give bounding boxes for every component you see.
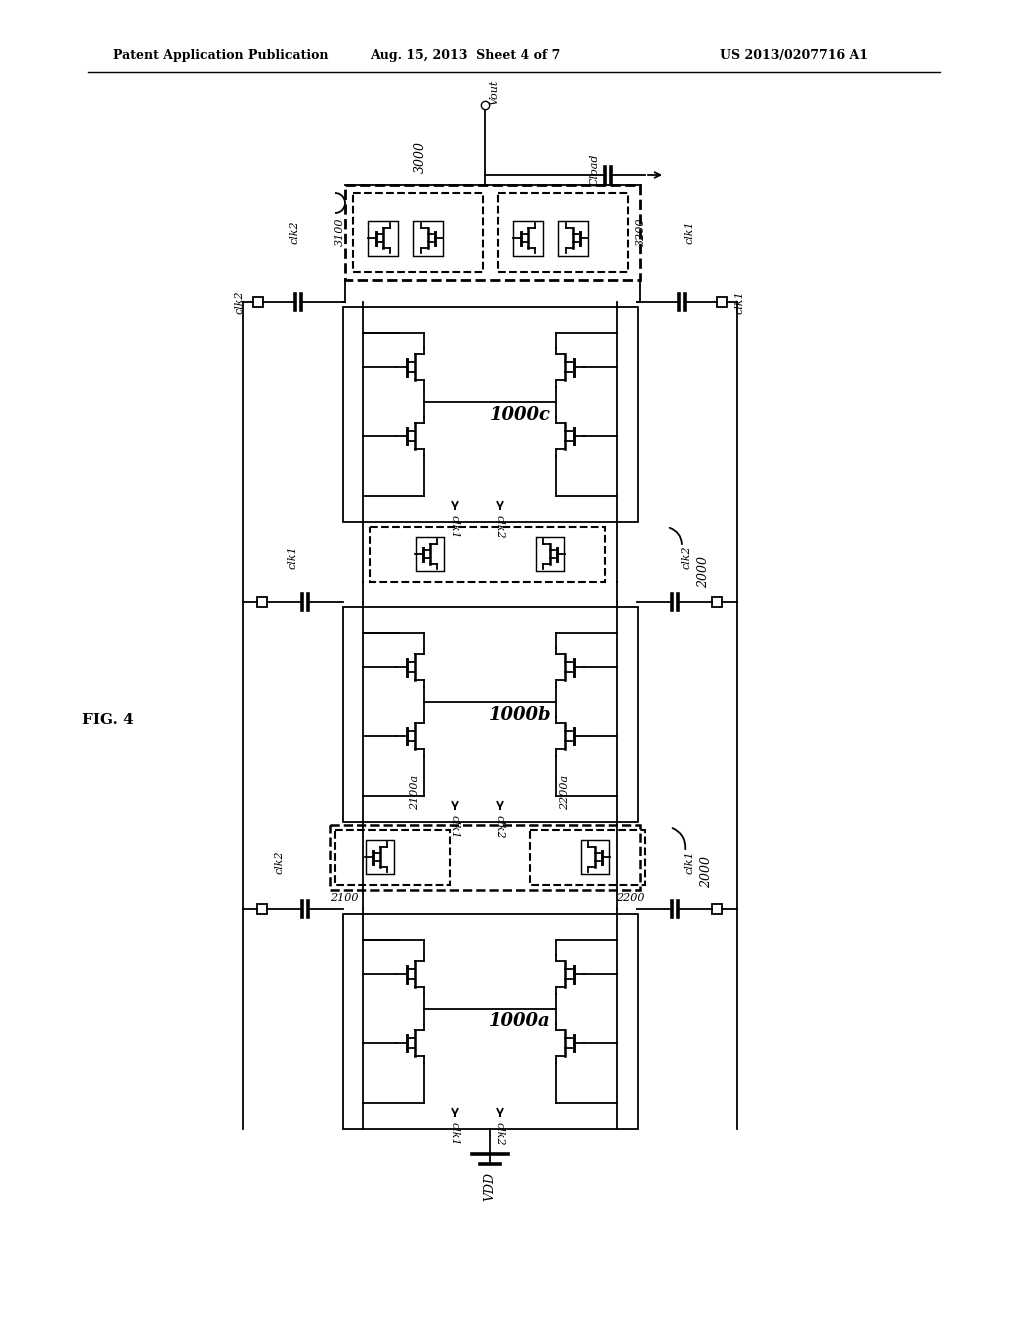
Text: Aug. 15, 2013  Sheet 4 of 7: Aug. 15, 2013 Sheet 4 of 7 <box>370 49 560 62</box>
Text: clk2: clk2 <box>234 290 245 314</box>
Bar <box>345 185 640 280</box>
Text: 1000b: 1000b <box>488 705 551 723</box>
Text: clk1: clk1 <box>685 850 695 874</box>
Text: Cload: Cload <box>590 153 600 186</box>
Text: 2000: 2000 <box>697 556 710 587</box>
Text: 2000: 2000 <box>700 855 713 888</box>
Bar <box>370 527 605 582</box>
Text: VDD: VDD <box>483 1172 497 1201</box>
Bar <box>712 904 722 913</box>
Text: clk1: clk1 <box>450 814 460 838</box>
Text: clk1: clk1 <box>450 1122 460 1146</box>
Bar <box>335 830 450 884</box>
Text: FIG. 4: FIG. 4 <box>82 713 134 727</box>
Text: clk2: clk2 <box>495 814 505 838</box>
Bar <box>717 297 727 308</box>
Bar <box>257 597 267 607</box>
Text: US 2013/0207716 A1: US 2013/0207716 A1 <box>720 49 868 62</box>
Text: clk1: clk1 <box>735 290 745 314</box>
Bar <box>353 193 483 272</box>
Text: clk1: clk1 <box>685 220 695 244</box>
Text: 3100: 3100 <box>335 218 345 247</box>
Text: Vout: Vout <box>489 79 499 106</box>
Text: clk2: clk2 <box>495 1122 505 1146</box>
Bar <box>513 220 543 256</box>
Text: clk1: clk1 <box>450 515 460 539</box>
Text: clk2: clk2 <box>495 515 505 539</box>
Text: clk1: clk1 <box>288 545 298 569</box>
Bar <box>343 607 638 822</box>
Text: 2100a: 2100a <box>410 775 420 809</box>
Bar <box>343 308 638 521</box>
Bar <box>558 220 588 256</box>
Bar <box>366 840 394 874</box>
Bar <box>536 537 564 572</box>
Text: Patent Application Publication: Patent Application Publication <box>113 49 329 62</box>
Text: 1000c: 1000c <box>489 405 551 424</box>
Text: 3000: 3000 <box>414 141 427 173</box>
Bar <box>368 220 398 256</box>
Text: clk2: clk2 <box>290 220 300 244</box>
Bar <box>416 537 444 572</box>
Bar <box>330 825 640 890</box>
Text: 2200a: 2200a <box>560 775 570 809</box>
Bar <box>253 297 263 308</box>
Text: clk2: clk2 <box>682 545 692 569</box>
Bar <box>343 913 638 1129</box>
Bar <box>712 597 722 607</box>
Bar <box>257 904 267 913</box>
Text: 1000a: 1000a <box>489 1012 551 1031</box>
Bar <box>581 840 609 874</box>
Text: 3200: 3200 <box>636 218 646 247</box>
Bar <box>530 830 645 884</box>
Text: 2100: 2100 <box>330 894 358 903</box>
Bar <box>498 193 628 272</box>
Bar <box>413 220 443 256</box>
Text: 2200: 2200 <box>616 894 645 903</box>
Text: clk2: clk2 <box>275 850 285 874</box>
